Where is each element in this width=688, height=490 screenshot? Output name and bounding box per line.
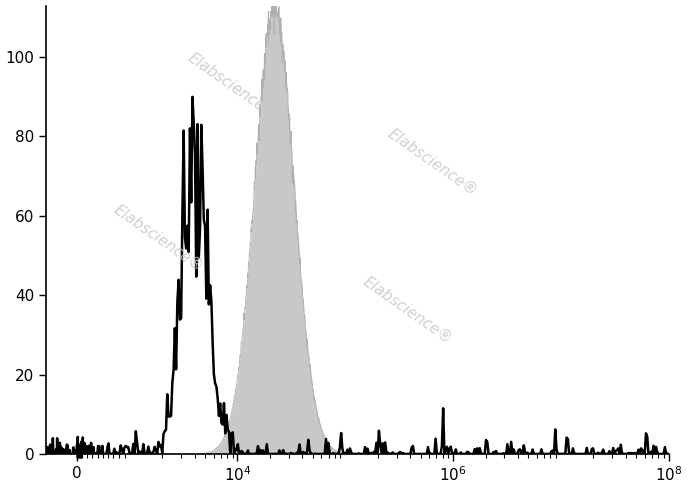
Text: Elabscience®: Elabscience® bbox=[360, 274, 455, 347]
Text: Elabscience®: Elabscience® bbox=[111, 202, 206, 275]
Text: Elabscience®: Elabscience® bbox=[385, 126, 480, 199]
Text: Elabscience®: Elabscience® bbox=[186, 50, 281, 122]
